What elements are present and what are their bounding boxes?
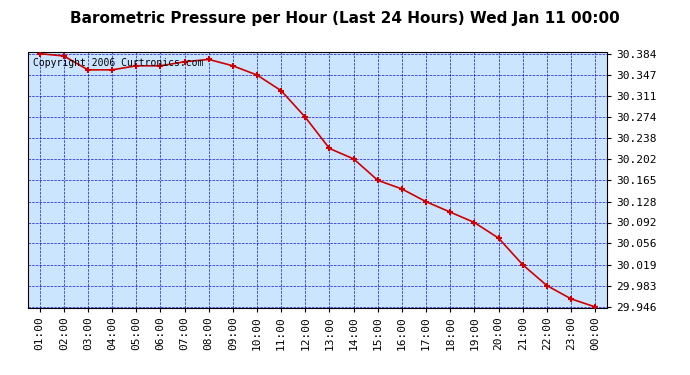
Text: Copyright 2006 Curtronics.com: Copyright 2006 Curtronics.com	[33, 58, 204, 68]
Text: Barometric Pressure per Hour (Last 24 Hours) Wed Jan 11 00:00: Barometric Pressure per Hour (Last 24 Ho…	[70, 11, 620, 26]
